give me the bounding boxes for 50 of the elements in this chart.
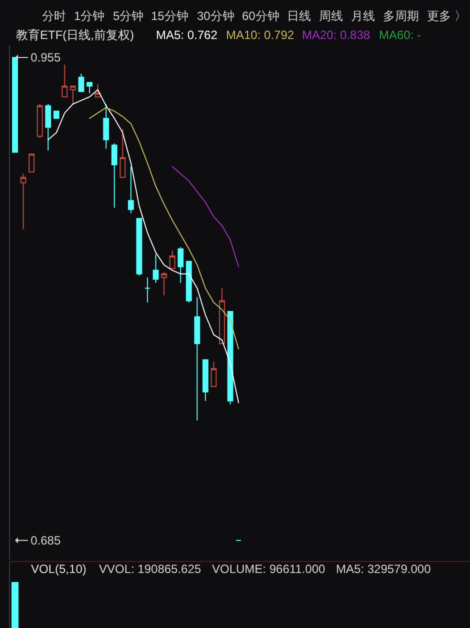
candlestick xyxy=(178,246,184,284)
candlestick xyxy=(111,142,118,208)
candlestick xyxy=(120,128,126,178)
candlestick xyxy=(161,272,167,296)
text: 月线 xyxy=(351,9,375,23)
legend-label: MA60: - xyxy=(379,28,422,42)
candlestick xyxy=(62,64,68,98)
candlestick xyxy=(28,154,35,172)
candlestick xyxy=(45,104,52,151)
candlestick xyxy=(103,104,110,150)
y-tick-label: 0.955 xyxy=(30,50,61,65)
text: 分时 xyxy=(42,9,66,23)
chart-title: 教育ETF(日线,前复权) xyxy=(16,28,134,42)
candlestick xyxy=(36,104,43,138)
line-series xyxy=(172,166,240,268)
text: MA5: 329579.000 xyxy=(336,562,432,576)
chart-title: VOL(5,10) xyxy=(31,562,86,576)
y-tick-label: 0.685 xyxy=(30,534,61,548)
candlestick xyxy=(194,296,200,422)
candlestick xyxy=(219,288,225,344)
text: MA5: 0.762 xyxy=(156,28,218,42)
candlestick xyxy=(86,82,92,94)
candlestick xyxy=(152,254,159,284)
text: VOLUME: 96611.000 xyxy=(212,562,326,576)
candlestick xyxy=(70,86,76,105)
candlestick xyxy=(94,84,101,98)
text: 周线 xyxy=(319,9,343,23)
text: 15分钟 xyxy=(151,9,188,23)
text: 5分钟 xyxy=(113,9,144,23)
text: 1分钟 xyxy=(74,9,105,23)
text: VVOL: 190865.625 xyxy=(99,562,202,576)
text: 多周期 xyxy=(383,9,419,23)
text: 30分钟 xyxy=(197,9,234,23)
candlestick xyxy=(186,260,192,303)
candlestick xyxy=(20,173,26,230)
candlestick xyxy=(53,110,60,119)
candlestick xyxy=(136,218,142,276)
candlestick xyxy=(128,166,134,214)
text: 60分钟 xyxy=(242,9,280,23)
candlestick xyxy=(78,73,84,92)
text: 日线 xyxy=(287,9,311,23)
candlestick xyxy=(210,361,217,388)
line-series xyxy=(89,107,240,350)
line-series xyxy=(48,89,240,404)
candlestick xyxy=(202,359,208,402)
text: MA10: 0.792 xyxy=(226,28,294,42)
candlestick xyxy=(144,276,150,303)
text: 更多 〉 xyxy=(427,9,466,23)
candlestick xyxy=(169,250,176,270)
text: MA20: 0.838 xyxy=(302,28,370,42)
